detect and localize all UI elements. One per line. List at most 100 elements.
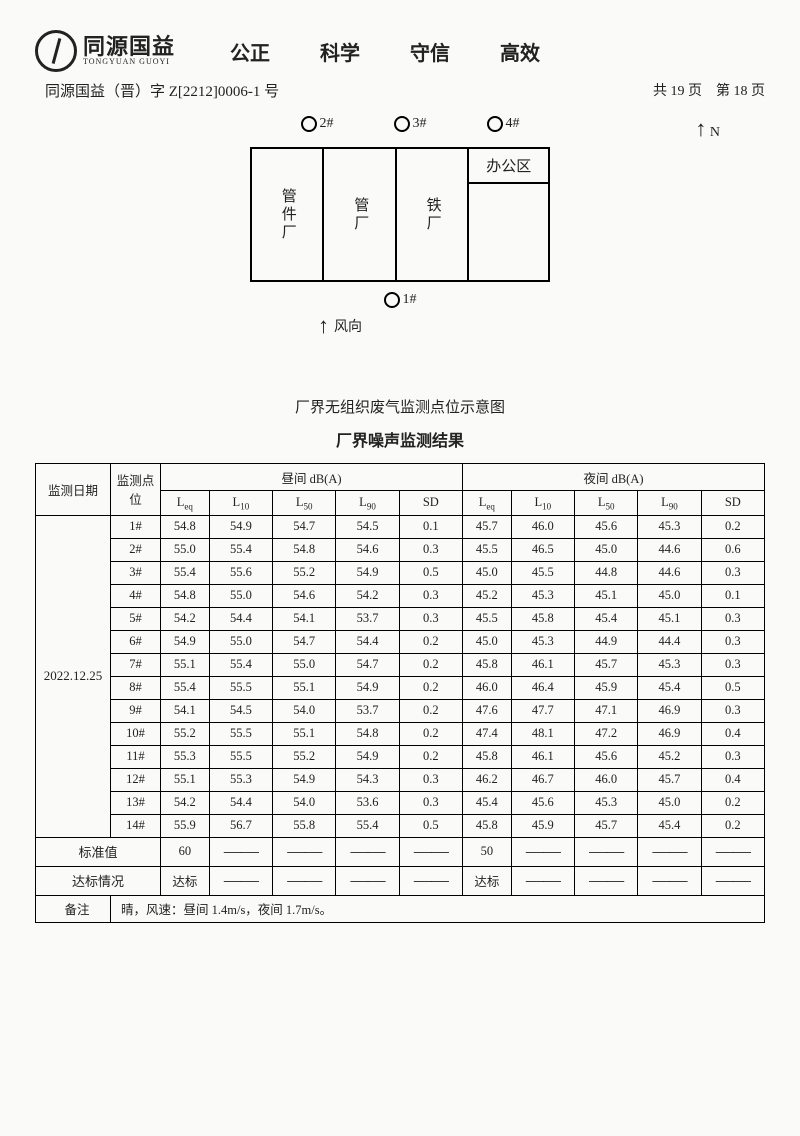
point-cell: 14# [111,814,161,837]
dash-cell: —— [273,866,336,895]
value-cell: 55.8 [273,814,336,837]
point-cell: 13# [111,791,161,814]
value-cell: 47.6 [462,699,511,722]
monitor-point: 3# [394,116,427,132]
dash-cell: —— [511,837,574,866]
value-cell: 46.4 [511,676,574,699]
value-cell: 55.5 [209,745,272,768]
value-cell: 55.4 [161,561,210,584]
note-text: 晴，风速：昼间 1.4m/s，夜间 1.7m/s。 [111,895,765,922]
logo-icon [35,30,77,72]
value-cell: 0.3 [399,584,462,607]
dash-cell: —— [575,866,638,895]
value-cell: 0.3 [701,745,764,768]
compass: ↑ N [695,116,720,142]
value-cell: 54.9 [209,515,272,538]
value-cell: 0.3 [701,630,764,653]
arrow-up-icon: ↑ [695,116,706,142]
th-night: 夜间 dB(A) [462,464,764,491]
note-label: 备注 [36,895,111,922]
value-cell: 45.6 [575,745,638,768]
value-cell: 54.5 [336,515,399,538]
table-row: 6#54.955.054.754.40.245.045.344.944.40.3 [36,630,765,653]
dash-cell: —— [638,866,701,895]
value-cell: 54.6 [336,538,399,561]
dash-cell: —— [336,837,399,866]
table-row: 14#55.956.755.855.40.545.845.945.745.40.… [36,814,765,837]
circle-icon [301,116,317,132]
value-cell: 0.2 [399,653,462,676]
table-row: 11#55.355.555.254.90.245.846.145.645.20.… [36,745,765,768]
value-cell: 45.0 [575,538,638,561]
value-cell: 47.7 [511,699,574,722]
value-cell: 45.8 [462,814,511,837]
value-cell: 55.4 [209,653,272,676]
value-cell: 0.2 [701,515,764,538]
dash-cell: —— [399,866,462,895]
value-cell: 47.2 [575,722,638,745]
page-number: 共 19 页 第 18 页 [653,80,765,101]
value-cell: 0.4 [701,722,764,745]
room: 铁厂 [397,149,469,280]
value-cell: 55.0 [209,630,272,653]
value-cell: 55.1 [161,768,210,791]
dash-cell: —— [209,837,272,866]
motto: 守信 [410,37,450,66]
point-cell: 2# [111,538,161,561]
circle-icon [384,292,400,308]
value-cell: 0.3 [399,791,462,814]
value-cell: 46.2 [462,768,511,791]
value-cell: 46.1 [511,745,574,768]
value-cell: 54.8 [273,538,336,561]
header: 同源国益 TONGYUAN GUOYI 公正 科学 守信 高效 [35,30,765,72]
value-cell: 55.2 [273,745,336,768]
value-cell: 44.9 [575,630,638,653]
value-cell: 0.2 [399,699,462,722]
value-cell: 54.7 [336,653,399,676]
value-cell: 0.3 [399,607,462,630]
value-cell: 45.0 [462,561,511,584]
summary-label: 标准值 [36,837,161,866]
value-cell: 55.9 [161,814,210,837]
value-cell: 48.1 [511,722,574,745]
layout-box: 管件厂 管厂 铁厂 办公区 [250,147,550,282]
value-cell: 54.6 [273,584,336,607]
table-row: 2022.12.251#54.854.954.754.50.145.746.04… [36,515,765,538]
value-cell: 45.2 [638,745,701,768]
th-l90: L90 [336,491,399,516]
summary-label: 达标情况 [36,866,161,895]
summary-day: 达标 [161,866,210,895]
value-cell: 46.9 [638,699,701,722]
point-cell: 12# [111,768,161,791]
value-cell: 0.5 [399,561,462,584]
value-cell: 0.6 [701,538,764,561]
compass-label: N [710,125,720,140]
point-cell: 3# [111,561,161,584]
value-cell: 45.9 [575,676,638,699]
value-cell: 0.4 [701,768,764,791]
value-cell: 54.9 [336,561,399,584]
summary-row: 达标情况达标————————达标———————— [36,866,765,895]
value-cell: 55.0 [161,538,210,561]
value-cell: 54.2 [161,791,210,814]
value-cell: 45.4 [638,676,701,699]
value-cell: 55.1 [273,722,336,745]
value-cell: 45.6 [575,515,638,538]
motto: 高效 [500,37,540,66]
value-cell: 44.4 [638,630,701,653]
value-cell: 0.3 [701,607,764,630]
note-row: 备注晴，风速：昼间 1.4m/s，夜间 1.7m/s。 [36,895,765,922]
point-cell: 9# [111,699,161,722]
site-diagram: ↑ N 2# 3# 4# 管件厂 管厂 铁厂 办公区 1# ↑ 风向 [190,116,610,376]
diagram-caption: 厂界无组织废气监测点位示意图 [35,396,765,417]
value-cell: 0.3 [399,768,462,791]
value-cell: 0.5 [701,676,764,699]
value-cell: 44.6 [638,538,701,561]
value-cell: 55.0 [209,584,272,607]
value-cell: 55.3 [209,768,272,791]
value-cell: 45.4 [638,814,701,837]
room: 管件厂 [252,149,324,280]
subheader: 同源国益（晋）字 Z[2212]0006-1 号 共 19 页 第 18 页 [45,80,765,101]
logo-cn: 同源国益 [83,36,175,58]
value-cell: 55.5 [209,676,272,699]
